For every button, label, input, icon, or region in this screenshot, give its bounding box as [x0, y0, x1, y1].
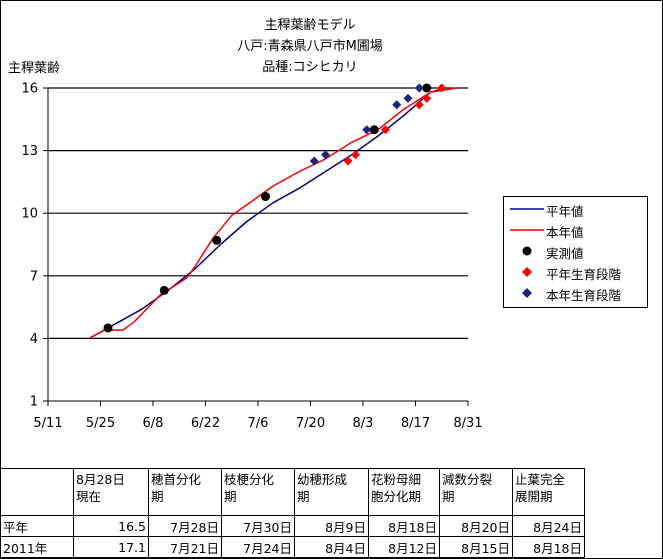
table-cell: 8月9日	[294, 515, 369, 537]
this-stage-marker	[309, 156, 319, 166]
legend-item-normal-stage: 平年生育段階	[504, 262, 647, 282]
measured-point	[212, 235, 222, 245]
table-header-cell: 止葉完全 展開期	[512, 468, 585, 516]
table-row: 平年 16.5 7月28日 7月30日 8月9日 8月18日 8月20日 8月2…	[0, 515, 585, 537]
table-row-label: 2011年	[0, 536, 74, 558]
y-axis-label: 主稈葉齢	[8, 61, 61, 76]
table-cell: 8月18日	[368, 515, 440, 537]
y-tick-label: 13	[21, 144, 38, 159]
normal-stage-marker	[343, 156, 353, 166]
table-cell: 8月20日	[439, 515, 513, 537]
y-tick-label: 1	[30, 395, 38, 410]
normal-stage-marker	[414, 100, 424, 110]
y-tick-label: 10	[21, 207, 38, 222]
legend-label-normal-stage: 平年生育段階	[546, 267, 622, 282]
table-cell: 7月24日	[221, 536, 295, 558]
table-cell: 7月28日	[148, 515, 222, 537]
growth-stage-table: 8月28日 現在 穂首分化期 枝梗分化期 幼穂形成期 花粉母細 胞分化期 減数分裂期…	[0, 468, 585, 558]
table-header-cell: 8月28日 現在	[73, 468, 149, 516]
table-cell: 16.5	[73, 515, 149, 537]
x-tick-label: 5/25	[86, 416, 115, 431]
table-header-row: 8月28日 現在 穂首分化期 枝梗分化期 幼穂形成期 花粉母細 胞分化期 減数分裂期…	[0, 468, 585, 516]
legend-label-normal-year: 平年値	[546, 204, 584, 219]
x-tick-label: 8/31	[453, 416, 482, 431]
measured-point	[369, 125, 379, 135]
chart-title-line-2: 八戸:青森県八戸市M圃場	[237, 39, 383, 54]
measured-point	[103, 323, 113, 333]
table-cell: 8月12日	[368, 536, 440, 558]
x-tick-label: 8/3	[353, 416, 374, 431]
table-row-label: 平年	[0, 515, 74, 537]
this-stage-marker	[321, 150, 330, 160]
chart-plot: 1 4 7 10 13 16 5/11 5/25 6/8 6/22 7/6 7/20 8/3 8/17 8/…	[21, 82, 482, 432]
measured-point	[159, 285, 169, 295]
this-stage-marker	[414, 83, 424, 93]
this-stage-marker	[392, 100, 402, 110]
table-header-cell: 幼穂形成期	[294, 468, 369, 516]
table-cell: 8月18日	[512, 536, 585, 558]
legend-item-measured: 実測値	[504, 241, 647, 261]
this-stage-marker	[362, 125, 372, 135]
table-cell: 8月24日	[512, 515, 585, 537]
series-line-this-year	[88, 87, 457, 340]
table-header-cell: 減数分裂期	[439, 468, 513, 516]
table-cell: 8月15日	[439, 536, 513, 558]
table-cell: 8月4日	[294, 536, 369, 558]
x-tick-label: 7/6	[248, 416, 269, 431]
normal-stage-marker	[381, 125, 390, 135]
normal-stage-marker	[437, 83, 447, 93]
chart-title-line-1: 主稈葉齢モデル	[264, 18, 356, 33]
table-cell: 17.1	[73, 536, 149, 558]
x-tick-label: 5/11	[33, 416, 62, 431]
legend-item-this-year: 本年値	[504, 220, 647, 240]
x-tick-label: 6/22	[191, 416, 220, 431]
legend-label-measured: 実測値	[546, 246, 584, 261]
legend: 平年値 本年値 実測値 平年生育段階 本年生育段階	[503, 196, 648, 308]
y-tick-label: 7	[30, 269, 38, 284]
x-tick-label: 8/17	[401, 416, 430, 431]
x-tick-label: 6/8	[143, 416, 164, 431]
table-header-cell: 穂首分化期	[148, 468, 222, 516]
legend-label-this-stage: 本年生育段階	[546, 288, 622, 303]
this-stage-marker	[403, 93, 413, 103]
normal-stage-marker	[422, 93, 432, 103]
table-header-cell: 枝梗分化期	[221, 468, 295, 516]
normal-stage-marker	[351, 150, 360, 160]
measured-point	[422, 83, 432, 93]
table-corner-cell	[0, 468, 74, 516]
table-row: 2011年 17.1 7月21日 7月24日 8月4日 8月12日 8月15日 …	[0, 536, 585, 558]
table-cell: 7月21日	[148, 536, 222, 558]
table-header-cell: 花粉母細 胞分化期	[368, 468, 440, 516]
series-line-normal-year	[88, 87, 446, 340]
table-cell: 7月30日	[221, 515, 295, 537]
y-tick-label: 4	[30, 332, 38, 347]
legend-item-normal-year: 平年値	[504, 199, 647, 219]
measured-point	[261, 192, 270, 202]
chart-title-line-3: 品種:コシヒカリ	[262, 60, 358, 75]
legend-item-this-stage: 本年生育段階	[504, 283, 647, 303]
y-tick-label: 16	[21, 82, 38, 97]
legend-label-this-year: 本年値	[546, 225, 584, 240]
x-tick-label: 7/20	[296, 416, 325, 431]
